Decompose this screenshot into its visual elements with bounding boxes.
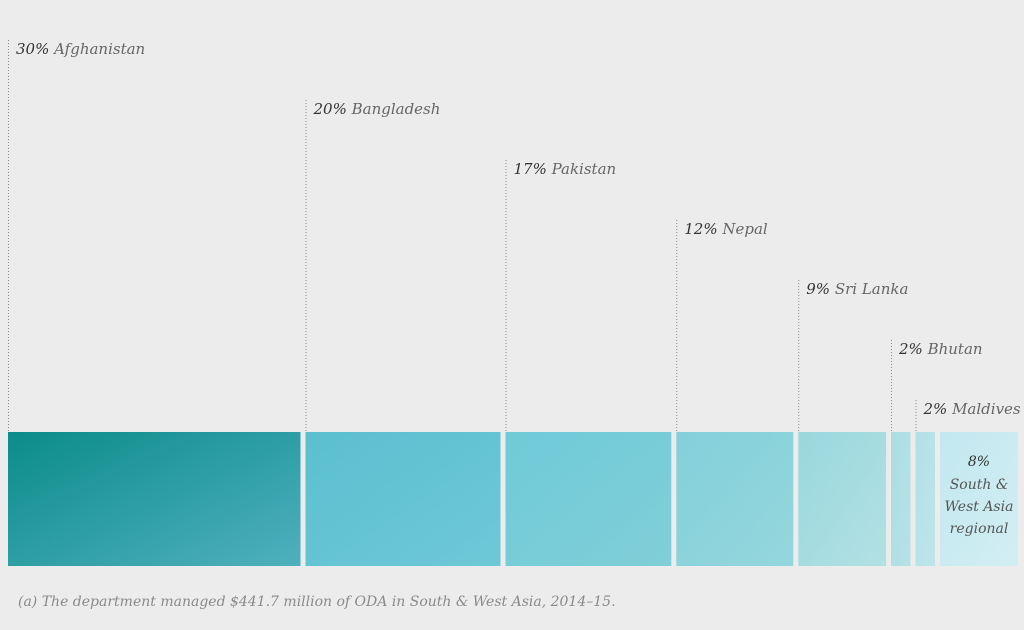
segment-name-label: Nepal [721, 220, 768, 238]
bar-segment-4 [798, 432, 887, 566]
segment-percent-label: 9% [806, 280, 835, 298]
footnote: (a) The department managed $441.7 millio… [18, 594, 616, 610]
segment-percent-label: 2% [898, 340, 928, 358]
segment-name-label: Sri Lanka [835, 280, 909, 298]
segment-percent-label: 12% [684, 220, 722, 238]
stacked-bar-chart: 30% Afghanistan 20% Bangladesh 17% Pakista… [8, 40, 1021, 566]
segment-label: 12% Nepal [684, 220, 768, 238]
bar-segment-1 [305, 432, 501, 566]
segment-name-label: South & [950, 477, 1009, 493]
segment-name-label: regional [950, 521, 1009, 537]
segment-percent-label: 20% [313, 100, 352, 118]
bar-segment-6 [915, 432, 935, 566]
segment-name-label: West Asia [945, 499, 1014, 515]
segment-percent-label: 30% [16, 40, 54, 58]
segment-label: 2% Bhutan [898, 340, 983, 358]
segment-name-label: Maldives [951, 400, 1021, 418]
segment-name-label: Bhutan [927, 340, 983, 358]
bar-segment-0 [8, 432, 301, 566]
segment-label: 2% Maldives [923, 400, 1021, 418]
segment-name-label: Afghanistan [52, 40, 145, 58]
bar-segment-3 [676, 432, 794, 566]
segment-percent-label: 17% [514, 160, 552, 178]
segment-name-label: Pakistan [551, 160, 617, 178]
bar-segment-2 [505, 432, 672, 566]
segment-label: 9% Sri Lanka [806, 280, 908, 298]
bar-segment-7 [940, 432, 1018, 566]
segment-name-label: Bangladesh [351, 100, 441, 118]
segment-label: 20% Bangladesh [313, 100, 441, 118]
bar-segment-5 [891, 432, 911, 566]
segment-percent-label: 8% [968, 454, 990, 470]
segment-label: 30% Afghanistan [16, 40, 145, 58]
segment-label: 17% Pakistan [514, 160, 617, 178]
segment-percent-label: 2% [923, 400, 953, 418]
